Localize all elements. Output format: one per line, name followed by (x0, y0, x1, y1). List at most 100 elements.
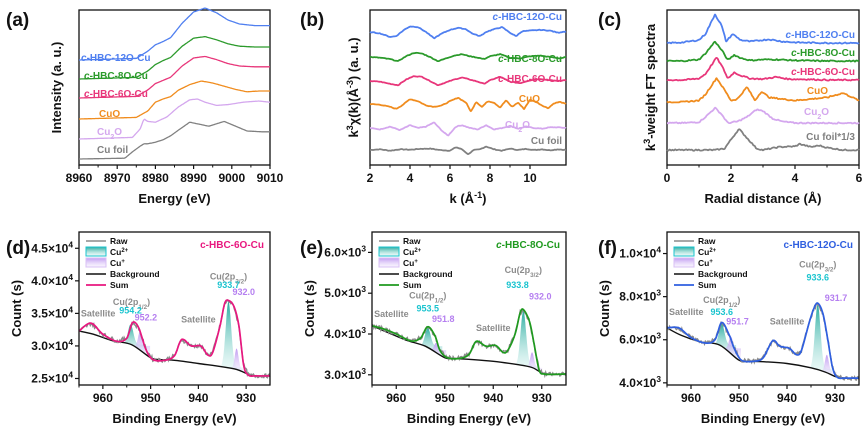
x-tick-label: 950 (435, 391, 455, 405)
legend-label-c-hbc-8o-cu-part: -HBC-8O-Cu (504, 54, 562, 65)
y-tick-label-part: 8.0×10 (619, 290, 656, 304)
sample-label: c-HBC-8O-Cu (496, 240, 560, 251)
annotation-violet: 951.7 (726, 317, 749, 327)
x-tick-label: 940 (777, 391, 797, 405)
y-axis-label-part: Count (s) (302, 280, 317, 337)
annotation-gray-part: Satellite (374, 309, 409, 319)
x-tick-label: 2 (367, 171, 374, 185)
legend-cu2-label: Cu2+ (110, 247, 129, 257)
panel-c: (c) 0 2 4 6 Radial distance (Å) k3-weight FT s… (598, 9, 863, 206)
annotation-cyan-part: 953.6 (710, 307, 733, 317)
x-tick-label-part: 8980 (142, 171, 169, 185)
panel-label-a: (a) (6, 10, 29, 31)
annotation-gray-part: 3/2 (825, 266, 834, 273)
annotation-cyan: 933.8 (506, 280, 529, 290)
x-axis-label: Binding Energy (eV) (112, 411, 236, 426)
legend-label-c-hbc-6o-cu-part: c (84, 89, 90, 100)
x-tick-label: 4 (792, 171, 799, 185)
y-tick-label-part: 3.0×10 (324, 368, 361, 382)
x-axis-label-part: k (Å (450, 191, 475, 206)
y-tick-label-part: 1.0×10 (619, 247, 656, 261)
annotation-gray-part: 3/2 (530, 271, 539, 278)
x-tick-label-part: 9010 (257, 171, 284, 185)
annotation-gray: Satellite (81, 309, 116, 319)
legend-label-cu-foil-1-3: Cu foil*1/3 (806, 132, 855, 143)
series-line-c-hbc-6o-cu (369, 75, 567, 87)
y-tick-label-part: 3 (361, 325, 366, 335)
legend-label-cu-foil-part: Cu foil (531, 136, 562, 147)
sum-line (78, 299, 271, 378)
legend-label-c-hbc-12o-cu-part: c (81, 53, 87, 64)
y-axis-label-part: χ(k)(Å (346, 88, 361, 126)
legend-cu1-label-part: Cu (110, 258, 121, 268)
legend-label-cu-foil-part: Cu foil (97, 145, 128, 156)
x-tick-label: 950 (729, 391, 749, 405)
legend-cu1-swatch (378, 257, 400, 268)
annotation-gray-part: 3/2 (235, 278, 244, 285)
annotation-violet: 952.2 (135, 313, 158, 323)
legend-sum-label-part: Sum (403, 280, 422, 290)
x-tick-label-part: 940 (188, 391, 208, 405)
x-axis-label: Energy (eV) (138, 191, 210, 206)
legend-cu1-label-part: Cu (698, 258, 709, 268)
x-axis-label-part: ) (482, 191, 486, 206)
annotation-gray: Cu(2p1/2) (703, 295, 740, 309)
legend-raw-label-part: Raw (698, 236, 716, 246)
legend-cu2-label-part: 2+ (414, 248, 421, 254)
y-tick-label-part: 4 (68, 272, 73, 282)
annotation-gray: Cu(2p1/2) (409, 291, 446, 305)
series-line-c-hbc-8o-cu (78, 36, 270, 80)
legend-cu2-label-part: Cu (110, 247, 121, 257)
annotation-violet: 932.0 (232, 287, 255, 297)
sum-line (371, 308, 567, 376)
cu1-peak-fill (816, 354, 837, 377)
legend-raw-label: Raw (403, 236, 421, 246)
annotation-violet-part: 932.0 (529, 292, 552, 302)
legend-cu1-label: Cu+ (110, 258, 125, 268)
y-axis-label: Count (s) (9, 280, 24, 337)
annotation-gray-part: 1/2 (729, 302, 738, 309)
y-tick-label: 4.0×103 (324, 325, 366, 341)
panel-label-f-part: (f) (598, 238, 617, 259)
legend-cu1-swatch (673, 257, 695, 268)
y-tick-label-part: 3.5×10 (31, 306, 68, 320)
x-tick-label: 0 (664, 171, 671, 185)
sample-label-part: -HBC-12O-Cu (789, 240, 853, 251)
x-axis-label-part: -1 (474, 190, 482, 200)
legend-label-c-hbc-8o-cu: c-HBC-8O-Cu (498, 54, 562, 65)
y-tick-label-part: 4.0×10 (619, 376, 656, 390)
x-tick-label-part: 4 (407, 171, 414, 185)
legend-raw-label-part: Raw (110, 236, 128, 246)
y-axis-label: k3-weight FT spectra (642, 23, 658, 151)
x-tick-label-part: 950 (141, 391, 161, 405)
annotation-gray-part: Cu(2p (703, 295, 729, 305)
x-tick-label-part: 6 (856, 171, 863, 185)
panel-label-b-part: (b) (300, 10, 324, 31)
legend-cu2-label-part: Cu (698, 247, 709, 257)
x-axis-label: Binding Energy (eV) (407, 411, 531, 426)
legend-label-c-hbc-12o-cu-part: -HBC-12O-Cu (87, 53, 151, 64)
annotation-gray: Cu(2p3/2) (505, 265, 542, 279)
legend-label-c-hbc-6o-cu-part: -HBC-6O-Cu (797, 67, 855, 78)
annotation-gray: Satellite (770, 317, 805, 327)
sample-label-part: c (784, 240, 790, 251)
legend-sum-label: Sum (110, 280, 129, 290)
panel-label-c-part: (c) (598, 10, 621, 31)
legend-label-c-hbc-12o-cu-part: -HBC-12O-Cu (791, 30, 855, 41)
legend-cu1-label-part: Cu (403, 258, 414, 268)
legend-label-cu2o-part: 2 (518, 127, 522, 134)
legend-sum-label-part: Sum (698, 280, 717, 290)
y-tick-label-part: 5.0×10 (324, 286, 361, 300)
legend-label-c-hbc-8o-cu-part: c (84, 71, 90, 82)
legend-label-cu2o: Cu2O (804, 107, 829, 121)
legend-cu1-label-part: + (414, 259, 418, 265)
x-axis-label: k (Å-1) (450, 190, 487, 206)
panel-label-f: (f) (598, 238, 617, 259)
y-axis-label-part: k (643, 143, 658, 151)
annotation-gray-part: Cu(2p (409, 291, 435, 301)
legend-cu1-label: Cu+ (403, 258, 418, 268)
x-axis-label-part: Radial distance (Å) (704, 191, 821, 206)
x-tick-label: 10 (523, 171, 537, 185)
legend-label-cuo-part: CuO (807, 86, 828, 97)
